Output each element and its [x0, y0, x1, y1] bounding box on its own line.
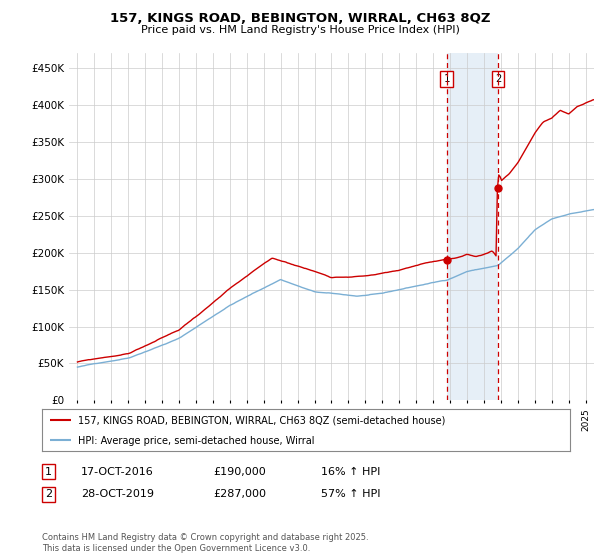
Text: 1: 1	[45, 466, 52, 477]
Text: Contains HM Land Registry data © Crown copyright and database right 2025.
This d: Contains HM Land Registry data © Crown c…	[42, 533, 368, 553]
Text: 157, KINGS ROAD, BEBINGTON, WIRRAL, CH63 8QZ: 157, KINGS ROAD, BEBINGTON, WIRRAL, CH63…	[110, 12, 490, 25]
Text: 28-OCT-2019: 28-OCT-2019	[81, 489, 154, 500]
Bar	[446, 53, 498, 400]
Text: 17-OCT-2016: 17-OCT-2016	[81, 466, 154, 477]
Text: 2: 2	[45, 489, 52, 500]
Text: 1: 1	[443, 74, 450, 84]
Text: Price paid vs. HM Land Registry's House Price Index (HPI): Price paid vs. HM Land Registry's House …	[140, 25, 460, 35]
Text: 2: 2	[495, 74, 501, 84]
Text: HPI: Average price, semi-detached house, Wirral: HPI: Average price, semi-detached house,…	[78, 436, 314, 446]
Text: 16% ↑ HPI: 16% ↑ HPI	[321, 466, 380, 477]
Text: 157, KINGS ROAD, BEBINGTON, WIRRAL, CH63 8QZ (semi-detached house): 157, KINGS ROAD, BEBINGTON, WIRRAL, CH63…	[78, 416, 445, 426]
Text: 57% ↑ HPI: 57% ↑ HPI	[321, 489, 380, 500]
Text: £287,000: £287,000	[213, 489, 266, 500]
Text: £190,000: £190,000	[213, 466, 266, 477]
